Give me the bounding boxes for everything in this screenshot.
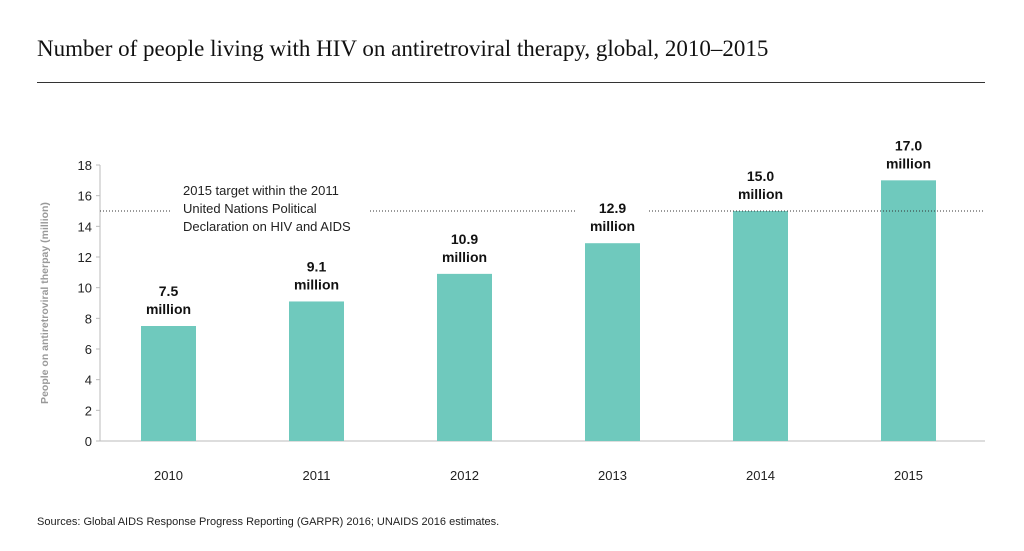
data-label-unit: million (146, 301, 191, 317)
bar-2011 (289, 301, 344, 441)
data-label-background (872, 134, 945, 175)
y-tick-label: 6 (85, 342, 92, 357)
x-tick-label: 2015 (894, 468, 923, 483)
y-tick-label: 18 (78, 158, 92, 173)
target-annotation-line: United Nations Political (183, 201, 317, 216)
title-divider (37, 82, 985, 83)
bar-2012 (437, 273, 492, 441)
x-tick-label: 2012 (450, 468, 479, 483)
target-annotation-line: Declaration on HIV and AIDS (183, 219, 351, 234)
y-tick-label: 14 (78, 219, 92, 234)
bar-2015 (881, 180, 936, 442)
data-label-unit: million (590, 218, 635, 234)
data-label-background (132, 280, 205, 320)
data-label-value: 9.1 (307, 258, 327, 274)
y-tick-label: 8 (85, 311, 92, 326)
y-tick-label: 4 (85, 373, 92, 388)
bar-2014 (733, 211, 788, 441)
data-label-unit: million (738, 186, 783, 202)
data-label-unit: million (442, 249, 487, 265)
data-label-value: 7.5 (159, 283, 179, 299)
x-tick-label: 2014 (746, 468, 775, 483)
data-label-value: 17.0 (895, 137, 922, 153)
y-axis-label: People on antiretroviral therpay (millio… (39, 202, 51, 404)
bar-2010 (141, 326, 196, 441)
y-tick-label: 2 (85, 403, 92, 418)
data-label-value: 12.9 (599, 200, 626, 216)
data-label-background (576, 197, 649, 238)
data-label-value: 15.0 (747, 168, 774, 184)
target-annotation-line: 2015 target within the 2011 (183, 183, 339, 198)
data-label-value: 10.9 (451, 231, 478, 247)
data-label-background (724, 165, 797, 205)
chart-title: Number of people living with HIV on anti… (37, 36, 769, 61)
data-label-background (280, 255, 353, 296)
y-tick-label: 16 (78, 189, 92, 204)
data-label-unit: million (886, 155, 931, 171)
source-note: Sources: Global AIDS Response Progress R… (37, 516, 500, 528)
x-tick-label: 2013 (598, 468, 627, 483)
bar-2013 (585, 243, 640, 441)
y-tick-label: 12 (78, 250, 92, 265)
data-label-unit: million (294, 276, 339, 292)
data-label-background (428, 227, 501, 268)
y-tick-label: 10 (78, 281, 92, 296)
x-tick-label: 2010 (154, 468, 183, 483)
y-tick-label: 0 (85, 434, 92, 449)
x-tick-label: 2011 (303, 468, 331, 483)
